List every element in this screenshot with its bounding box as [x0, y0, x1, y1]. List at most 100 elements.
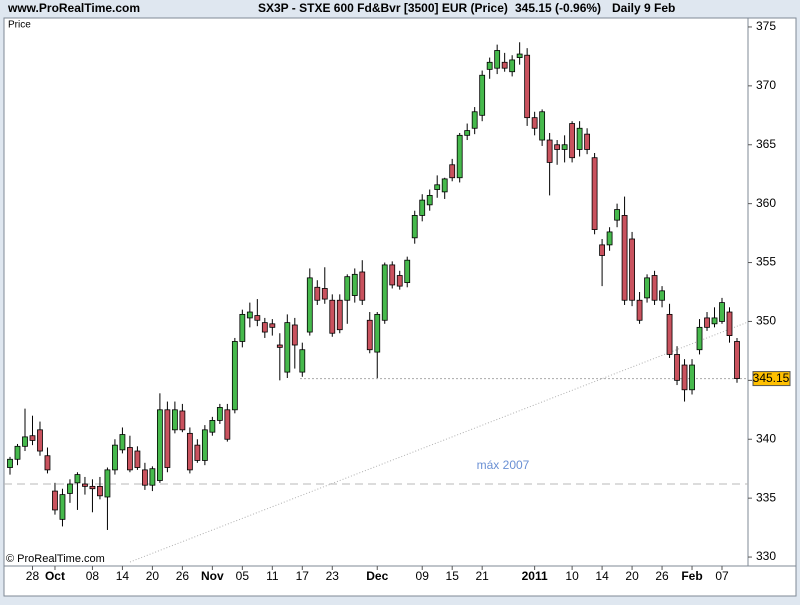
copyright: © ProRealTime.com	[6, 553, 105, 565]
x-tick-label: 26	[655, 569, 669, 583]
candle-body	[89, 485, 96, 490]
candle-body	[351, 273, 358, 296]
x-tick-label: Oct	[45, 569, 65, 583]
candle-body	[156, 409, 163, 481]
x-tick-label: 20	[625, 569, 639, 583]
candle-body	[269, 323, 276, 328]
candle-body	[704, 317, 710, 328]
y-tick-label: 375	[756, 19, 776, 33]
candle-body	[449, 164, 456, 179]
candle-body	[396, 275, 403, 287]
price-label: Price	[8, 20, 31, 31]
x-tick-label: 26	[176, 569, 190, 583]
candle-body	[112, 444, 118, 471]
candle-body	[666, 313, 673, 355]
candle-body	[291, 324, 298, 346]
candle-body	[629, 238, 635, 301]
site-name: www.ProRealTime.com	[7, 1, 140, 15]
candle-body	[231, 341, 238, 411]
x-tick-label: 10	[565, 569, 579, 583]
candle-body	[584, 133, 591, 150]
x-tick-label: 21	[475, 569, 489, 583]
plot-background	[3, 17, 797, 597]
y-tick-label: 350	[756, 314, 776, 328]
candle-body	[554, 144, 561, 150]
candle-body	[44, 455, 51, 471]
candle-body	[344, 276, 351, 301]
x-tick-label: 15	[446, 569, 460, 583]
candle-body	[636, 299, 643, 321]
candle-body	[171, 409, 178, 431]
candle-body	[209, 420, 216, 433]
candle-body	[561, 144, 568, 150]
x-tick-label: 23	[326, 569, 340, 583]
candle-body	[299, 349, 306, 373]
candle-body	[464, 130, 471, 136]
candle-body	[696, 326, 703, 351]
candle-body	[67, 483, 73, 494]
candle-body	[179, 410, 186, 431]
candle-body	[224, 409, 231, 440]
candle-body	[246, 311, 253, 319]
candle-body	[516, 53, 523, 58]
x-tick-label: Nov	[201, 569, 224, 583]
candle-body	[254, 315, 261, 321]
candle-body	[329, 299, 336, 334]
candle-body	[681, 364, 688, 391]
candle-body	[374, 313, 381, 353]
x-tick-label: 17	[296, 569, 310, 583]
candle-body	[531, 117, 538, 129]
candle-body	[599, 244, 605, 256]
candle-body	[501, 61, 508, 69]
candle-body	[119, 434, 126, 451]
candle-body	[29, 435, 36, 441]
x-tick-label: 14	[595, 569, 609, 583]
candle-body	[381, 264, 388, 321]
candle-body	[479, 74, 486, 116]
candle-body	[404, 259, 411, 283]
candle-body	[546, 139, 553, 163]
candle-body	[614, 209, 620, 221]
candle-body	[201, 429, 208, 461]
x-tick-label: 08	[86, 569, 100, 583]
last-price-label: 345.15	[753, 371, 790, 385]
x-tick-label: 28	[26, 569, 40, 583]
candle-body	[74, 474, 81, 484]
candle-body	[494, 50, 501, 69]
candle-body	[194, 444, 201, 461]
y-tick-label: 335	[756, 490, 776, 504]
candle-body	[509, 59, 516, 73]
candle-body	[52, 490, 58, 511]
candle-body	[689, 364, 695, 391]
candle-body	[7, 458, 13, 468]
candle-body	[284, 322, 291, 373]
x-tick-label: 2011	[522, 569, 548, 583]
candle-body	[366, 319, 373, 351]
trendline	[129, 321, 749, 563]
x-tick-label: 14	[116, 569, 130, 583]
candle-body	[621, 215, 628, 301]
candle-body	[37, 429, 43, 452]
last-change: 345.15 (-0.96%)	[515, 1, 601, 15]
x-tick-label: 20	[146, 569, 160, 583]
x-tick-label: Feb	[681, 569, 702, 583]
candle-body	[164, 409, 171, 468]
x-tick-label: 05	[236, 569, 250, 583]
candle-body	[419, 199, 426, 216]
candle-body	[486, 61, 493, 70]
chart-title: SX3P - STXE 600 Fd&Bvr [3500] EUR (Price…	[258, 1, 508, 15]
candle-body	[104, 469, 111, 498]
candle-body	[261, 322, 268, 333]
candle-body	[524, 54, 531, 119]
candle-body	[389, 264, 396, 286]
candle-body	[441, 178, 448, 193]
candle-body	[239, 313, 246, 342]
candle-body	[644, 277, 650, 299]
candle-body	[186, 432, 193, 471]
candle-body	[591, 157, 598, 230]
candle-body	[216, 407, 223, 421]
candle-body	[471, 111, 478, 129]
candle-body	[674, 354, 680, 381]
candle-body	[59, 494, 66, 520]
